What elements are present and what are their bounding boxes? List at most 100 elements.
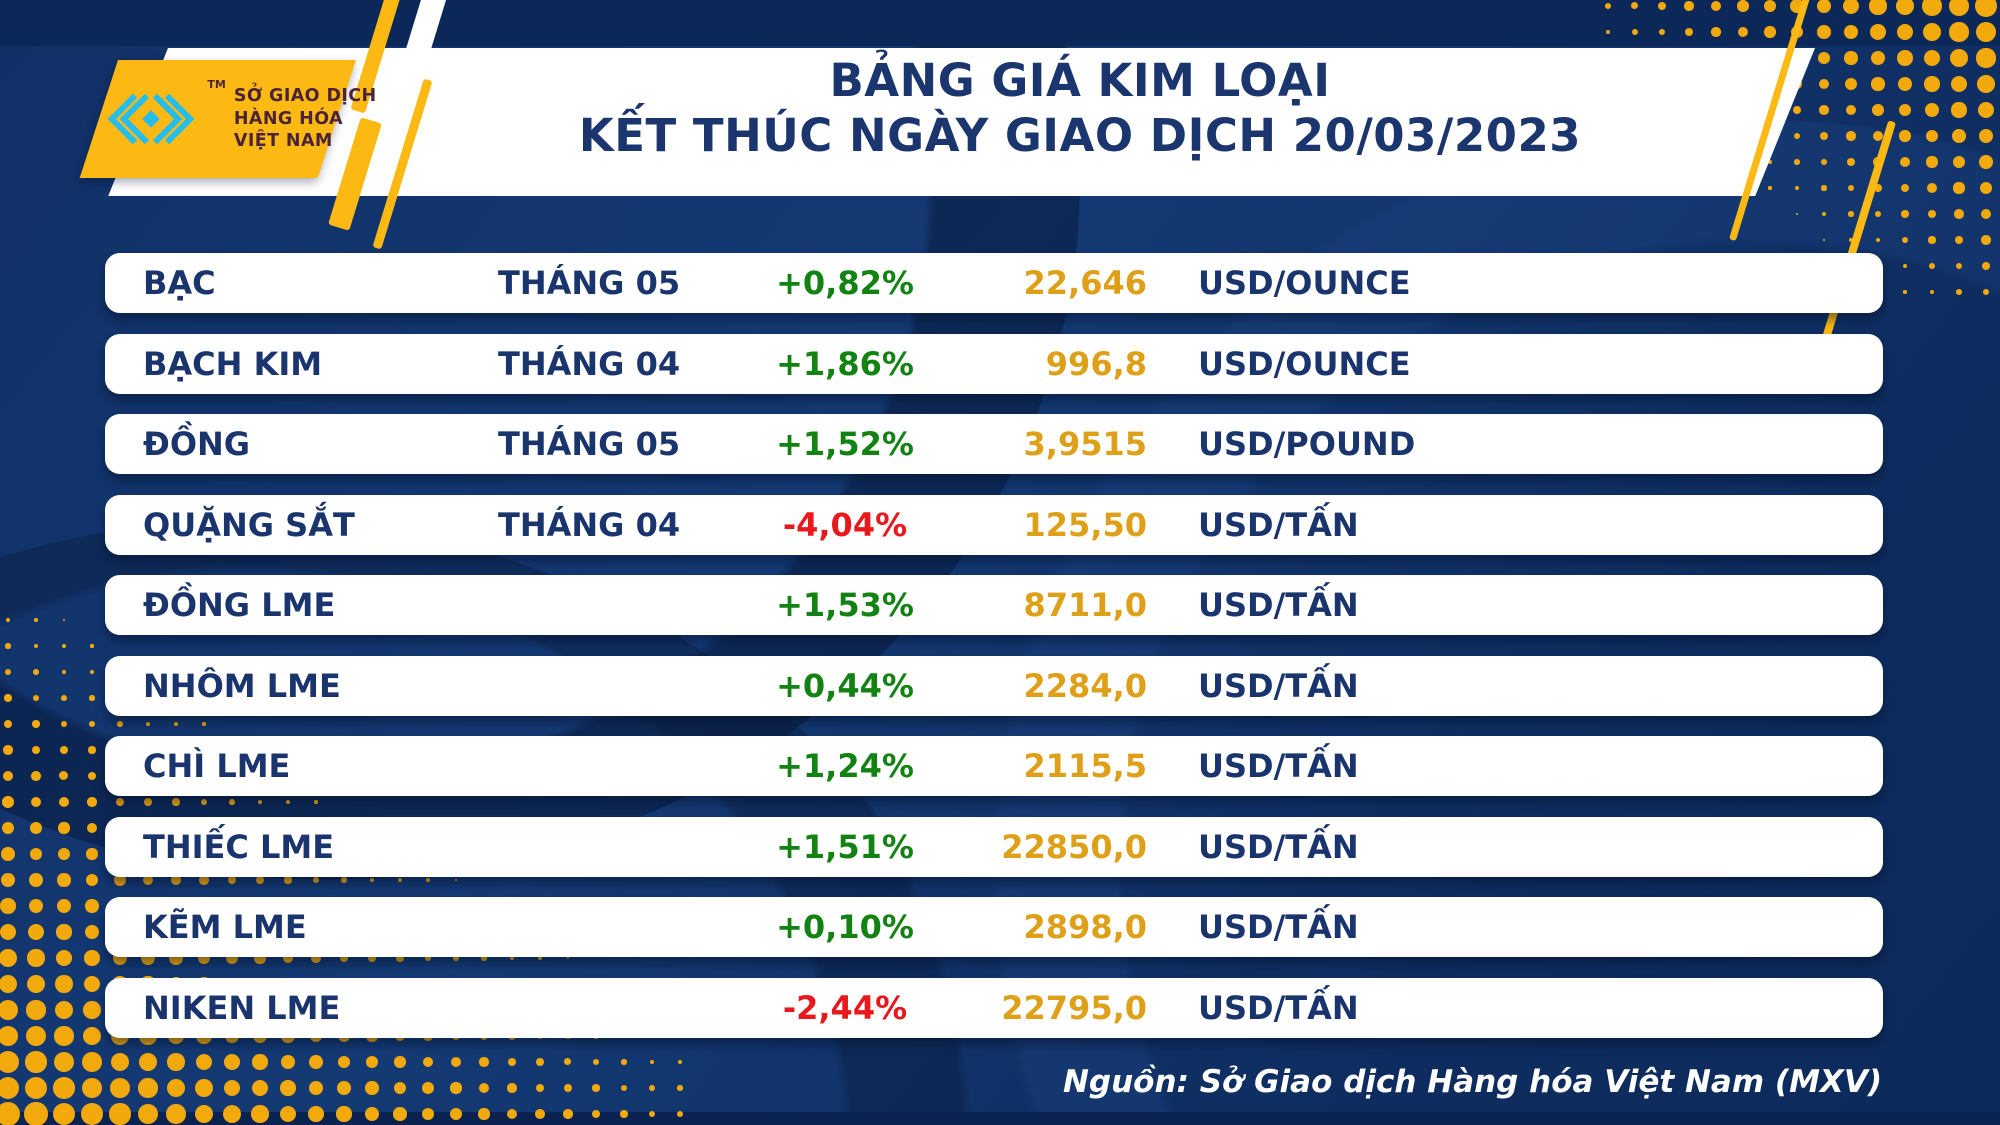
halftone-dot	[506, 1108, 518, 1120]
halftone-dot	[535, 1109, 545, 1119]
halftone-dot	[421, 1107, 435, 1121]
halftone-dot	[592, 1084, 600, 1092]
halftone-dot	[1952, 129, 1966, 143]
table-row: BẠC THÁNG 05 +0,82% 22,646 USD/OUNCE	[105, 253, 1883, 313]
halftone-dot	[53, 1077, 75, 1099]
halftone-dot	[1951, 102, 1967, 118]
halftone-dot	[591, 1109, 601, 1119]
halftone-dot	[1927, 183, 1937, 193]
commodity-name: ĐỒNG	[143, 425, 251, 463]
halftone-dot	[138, 1052, 158, 1072]
halftone-dot	[1822, 238, 1826, 242]
halftone-dot	[1817, 25, 1831, 39]
halftone-dot	[279, 1105, 297, 1123]
logo-diamond	[142, 110, 161, 128]
halftone-dot	[1922, 0, 1942, 16]
halftone-dot	[393, 1081, 407, 1095]
halftone-dot	[33, 643, 39, 649]
halftone-dot	[0, 898, 16, 914]
price-value: 2898,0	[1023, 908, 1147, 946]
halftone-dot	[54, 1000, 74, 1020]
halftone-dot	[280, 1054, 296, 1070]
price-value: 3,9515	[1023, 425, 1147, 463]
halftone-dot	[34, 618, 38, 622]
halftone-dot	[1901, 236, 1909, 244]
commodity-name: ĐỒNG LME	[143, 586, 336, 624]
halftone-dot	[394, 1056, 406, 1068]
halftone-dot	[337, 1055, 351, 1069]
price-unit: USD/OUNCE	[1198, 264, 1411, 302]
change-percent: -4,04%	[782, 505, 908, 544]
halftone-dot	[81, 1103, 103, 1125]
halftone-dot	[1929, 263, 1935, 269]
halftone-dot	[167, 1053, 185, 1071]
halftone-dot	[56, 898, 72, 914]
halftone-dot	[1950, 75, 1968, 93]
halftone-dot	[2, 796, 14, 808]
halftone-dot	[1763, 0, 1777, 13]
halftone-dot	[1, 821, 15, 835]
halftone-dot	[194, 1104, 214, 1124]
halftone-dot	[0, 1102, 20, 1125]
halftone-dot	[1923, 49, 1941, 67]
halftone-dot	[1927, 209, 1937, 219]
commodity-name: BẠC	[143, 264, 216, 302]
halftone-dot	[24, 1076, 48, 1100]
halftone-dot	[28, 924, 44, 940]
halftone-dot	[1976, 48, 1996, 68]
table-row: THIẾC LME +1,51% 22850,0 USD/TẤN	[105, 816, 1883, 877]
price-unit: USD/TẤN	[1198, 586, 1359, 624]
halftone-dot	[86, 848, 98, 860]
price-value: 2284,0	[1023, 666, 1147, 705]
halftone-dot	[450, 1082, 462, 1094]
contract-month: THÁNG 05	[498, 264, 681, 302]
halftone-dot	[1869, 0, 1887, 15]
contract-month: THÁNG 04	[498, 505, 681, 544]
price-value: 22,646	[1023, 264, 1147, 302]
halftone-dot	[110, 1078, 130, 1098]
halftone-dot	[0, 1025, 19, 1047]
halftone-dot	[1843, 24, 1859, 40]
price-value: 125,50	[1023, 505, 1147, 544]
halftone-dot	[1895, 0, 1915, 16]
halftone-dot	[195, 1053, 213, 1071]
halftone-dot	[55, 949, 73, 967]
halftone-dot	[478, 1108, 490, 1120]
table-row: ĐỒNG THÁNG 05 +1,52% 3,9515 USD/POUND	[105, 414, 1883, 474]
logo-org-line: HÀNG HÓA	[233, 108, 343, 129]
page-subtitle: KẾT THÚC NGÀY GIAO DỊCH 20/03/2023	[578, 108, 1582, 162]
halftone-dot	[1948, 0, 1970, 17]
halftone-dot	[1821, 185, 1827, 191]
halftone-dot	[535, 1083, 545, 1093]
halftone-dot	[1631, 2, 1639, 10]
halftone-dot	[676, 1110, 684, 1118]
halftone-dot	[620, 1110, 628, 1118]
commodity-name: BẠCH KIM	[143, 344, 323, 383]
halftone-dot	[82, 1026, 102, 1046]
halftone-dot	[88, 746, 96, 754]
halftone-dot	[62, 644, 66, 648]
halftone-dot	[62, 618, 66, 622]
halftone-dot	[1975, 0, 1997, 17]
halftone-dot	[1924, 76, 1940, 92]
halftone-dot	[59, 771, 69, 781]
halftone-dot	[1977, 101, 1995, 119]
halftone-dot	[109, 1103, 131, 1125]
halftone-dot	[1929, 289, 1935, 295]
halftone-dot	[28, 898, 44, 914]
halftone-dot	[1899, 130, 1911, 142]
halftone-dot	[2, 770, 14, 782]
halftone-dot	[336, 1106, 352, 1122]
halftone-dot	[451, 1057, 461, 1067]
bottom-bar	[0, 1112, 2000, 1125]
halftone-dot	[563, 1083, 572, 1092]
halftone-dot	[32, 694, 40, 702]
halftone-dot	[536, 1058, 544, 1066]
halftone-dot	[0, 923, 17, 941]
change-percent: +0,44%	[776, 666, 914, 705]
price-unit: USD/TẤN	[1198, 747, 1359, 785]
halftone-dot	[507, 1057, 517, 1067]
commodity-name: NHÔM LME	[143, 666, 341, 705]
halftone-dot	[251, 1079, 269, 1097]
